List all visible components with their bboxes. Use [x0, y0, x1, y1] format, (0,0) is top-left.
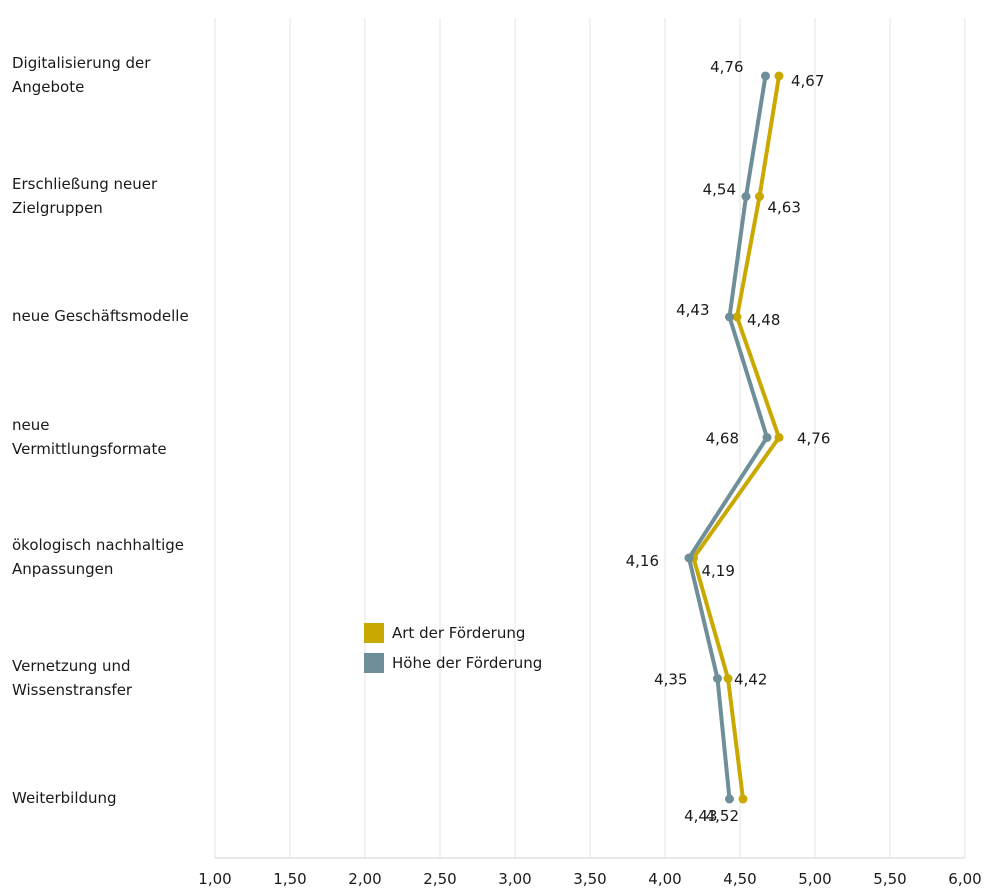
data-point — [774, 433, 784, 442]
data-point — [738, 794, 748, 804]
data-point — [762, 433, 772, 442]
data-point — [725, 794, 734, 804]
category-label: neue Geschäftsmodelle — [12, 307, 189, 325]
data-point — [725, 312, 734, 322]
grid-lines — [214, 18, 966, 858]
x-tick-label: 6,00 — [948, 870, 981, 888]
category-label: ökologisch nachhaltige Anpassungen — [12, 536, 184, 578]
category-label: neue Vermittlungsformate — [12, 415, 167, 458]
data-point — [684, 553, 694, 563]
data-point — [732, 312, 742, 322]
data-point — [761, 71, 770, 81]
data-label: 4,43 — [684, 807, 717, 825]
data-point — [741, 192, 751, 201]
data-label: 4,43 — [676, 301, 709, 319]
data-point — [774, 71, 784, 81]
data-point — [755, 192, 764, 201]
data-label: 4,48 — [747, 311, 780, 329]
x-tick-label: 4,50 — [723, 870, 756, 888]
legend-label-art: Art der Förderung — [392, 624, 526, 642]
x-tick-label: 5,00 — [798, 870, 831, 888]
legend-label-hoehe: Höhe der Förderung — [392, 654, 543, 672]
data-label: 4,63 — [768, 199, 801, 217]
x-tick-label: 2,50 — [423, 870, 456, 888]
data-point — [713, 674, 722, 683]
data-label: 4,67 — [791, 72, 824, 90]
data-labels: 4,67 4,63 4,48 4,76 4,19 4,42 4,52 4,76 4,54 4,43… — [626, 58, 831, 825]
x-tick-label: 1,00 — [198, 870, 231, 888]
legend-swatch-art — [364, 623, 384, 643]
data-label: 4,54 — [703, 181, 736, 199]
x-tick-label: 3,00 — [498, 870, 531, 888]
data-label: 4,52 — [706, 807, 739, 825]
x-tick-label: 5,50 — [873, 870, 906, 888]
x-tick-label: 2,00 — [348, 870, 381, 888]
data-label: 4,68 — [706, 430, 739, 448]
legend: Art der Förderung Höhe der Förderung — [364, 618, 542, 678]
legend-swatch-hoehe — [364, 653, 384, 673]
series-layer — [684, 71, 784, 804]
data-label: 4,19 — [702, 562, 735, 580]
category-label: Vernetzung und Wissenstransfer — [12, 656, 133, 699]
category-label: Weiterbildung — [12, 789, 117, 807]
legend-item-art: Art der Förderung — [364, 618, 542, 648]
category-label: Digitalisierung der Angebote — [12, 54, 151, 96]
data-label: 4,76 — [797, 430, 830, 448]
x-tick-label: 3,50 — [573, 870, 606, 888]
data-point — [723, 674, 733, 683]
x-tick-label: 4,00 — [648, 870, 681, 888]
x-tick-label: 1,50 — [273, 870, 306, 888]
legend-item-hoehe: Höhe der Förderung — [364, 648, 542, 678]
data-label: 4,76 — [710, 58, 743, 76]
x-axis: 1,00 1,50 2,00 2,50 3,00 3,50 4,00 4,50 5,00 5,50… — [198, 857, 982, 888]
data-label: 4,42 — [734, 671, 767, 689]
data-label: 4,35 — [654, 671, 687, 689]
category-label: Erschließung neuer Zielgruppen — [12, 174, 158, 217]
data-label: 4,16 — [626, 552, 659, 570]
